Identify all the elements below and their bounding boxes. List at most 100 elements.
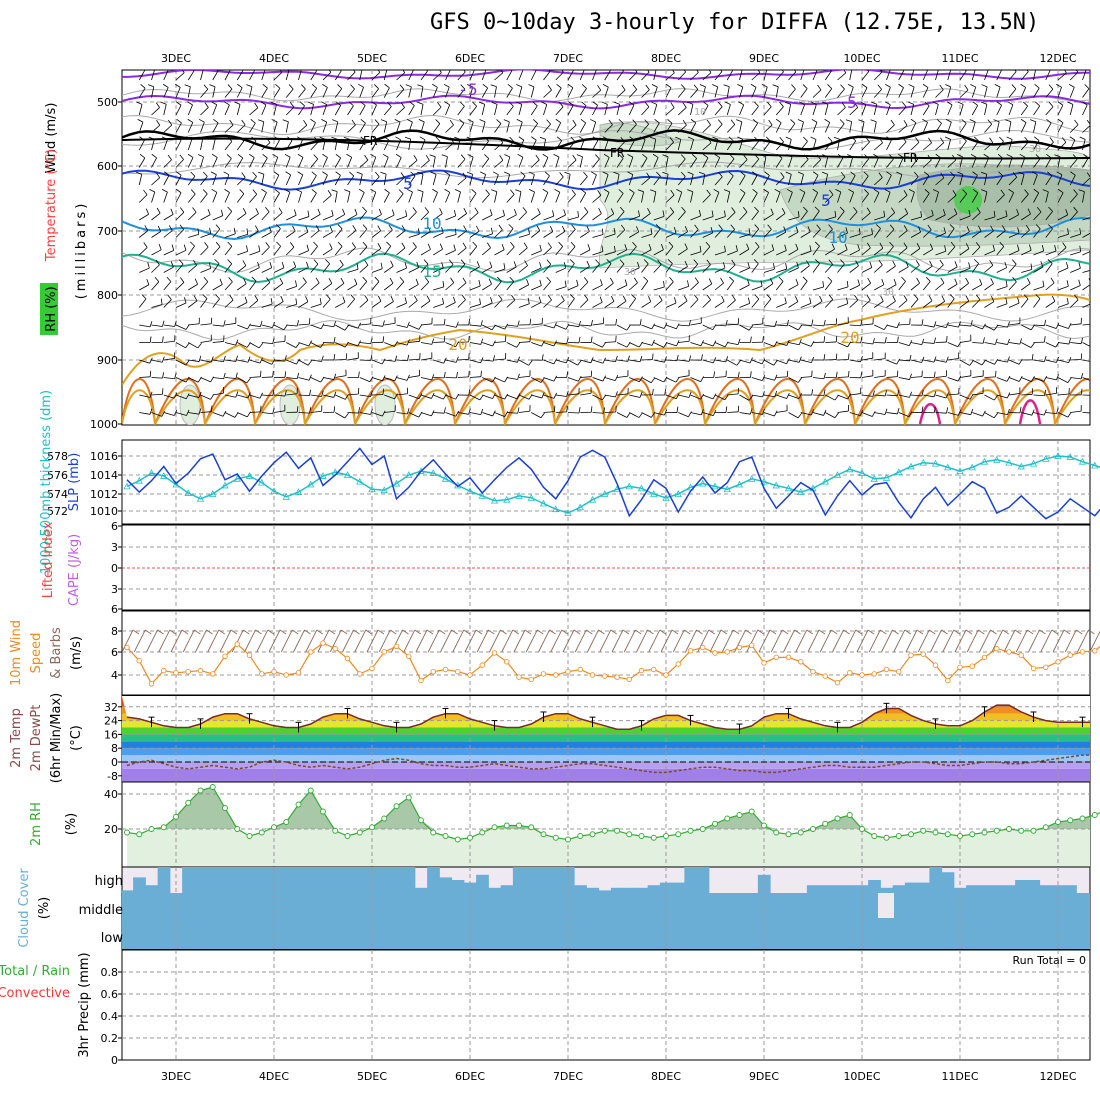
wind-barb xyxy=(959,70,967,81)
wind-barb xyxy=(494,191,498,203)
wind-barb xyxy=(849,393,861,396)
wind-barb-flag xyxy=(795,278,799,285)
wind-barb xyxy=(1033,266,1044,273)
wind-barb xyxy=(763,175,770,186)
wind-barb-flag xyxy=(270,101,277,105)
wind-barb-flag xyxy=(729,276,734,282)
wind-barb xyxy=(359,299,369,308)
wind-barb-flag xyxy=(921,338,925,345)
wind-barb-flag xyxy=(284,188,291,193)
wind-barb-flag xyxy=(297,136,303,141)
wind-barb xyxy=(592,234,604,238)
wind-barb-flag xyxy=(757,70,761,73)
wind-barb-flag xyxy=(151,153,157,159)
wind-barb xyxy=(555,394,567,397)
wind-barb xyxy=(138,157,146,168)
wind-barb-flag xyxy=(972,101,978,106)
wind-barb-flag xyxy=(881,278,885,285)
wind-barb xyxy=(861,375,873,378)
wind-barb xyxy=(408,233,420,238)
wind-barb xyxy=(335,375,347,378)
wind-barb-flag xyxy=(136,101,143,105)
wind-barb-flag xyxy=(315,70,317,72)
rh2m-point xyxy=(503,822,510,829)
wind-barb-flag xyxy=(878,259,883,266)
wind-barb-flag xyxy=(284,67,290,69)
wind-barb xyxy=(224,158,232,168)
wind10-point xyxy=(418,677,424,684)
wind10-point xyxy=(185,669,191,675)
wind-barb xyxy=(285,70,290,81)
wind-barb-flag xyxy=(1064,70,1067,74)
wind-barb-flag xyxy=(786,339,790,346)
wind-barb xyxy=(959,324,971,327)
wind-barb xyxy=(959,412,971,416)
wind-barb xyxy=(200,122,205,133)
wind-barb-flag xyxy=(444,171,450,176)
wind-barb-flag xyxy=(822,154,828,158)
wind-barb-flag xyxy=(315,225,320,231)
wind10-barb-flag xyxy=(659,629,666,635)
wind-barb xyxy=(1095,177,1100,185)
cloud-high-bar xyxy=(941,872,955,893)
wind-barb-flag xyxy=(274,188,280,194)
wind-barb-flag xyxy=(702,153,709,159)
wind10-barb xyxy=(244,629,256,653)
wind-barb-flag xyxy=(688,355,692,362)
wind-barb xyxy=(261,231,272,238)
wind-barb xyxy=(812,300,823,308)
wind-barb xyxy=(727,323,739,326)
wind-barb-flag xyxy=(795,296,799,302)
wind-barb xyxy=(298,377,310,381)
wind-barb-flag xyxy=(1057,118,1064,124)
wind-barb xyxy=(592,213,602,221)
wind-barb-flag xyxy=(968,262,971,269)
wind-barb xyxy=(506,228,514,238)
wind-barb-flag xyxy=(364,294,369,301)
wind-barb xyxy=(1095,122,1098,132)
wind-barb xyxy=(518,191,522,203)
wind-barb-flag xyxy=(841,102,846,108)
rh2m-point xyxy=(638,833,645,839)
wind-barb xyxy=(984,230,994,238)
thickness-line-point xyxy=(429,469,437,476)
wind-barb-flag xyxy=(1067,101,1074,105)
wind-barb-flag xyxy=(737,371,740,378)
wind-barb xyxy=(690,342,702,347)
wind-barb xyxy=(212,377,224,380)
wind-barb xyxy=(1057,377,1068,383)
wind-barb xyxy=(494,86,497,98)
wind-barb xyxy=(996,246,1005,256)
wind-barb-flag xyxy=(1030,324,1035,331)
wind-barb xyxy=(861,141,870,151)
wind-barb-flag xyxy=(279,70,283,73)
wind-barb xyxy=(665,359,678,362)
wind-barb-flag xyxy=(810,136,817,140)
wind-barb-flag xyxy=(207,208,211,215)
wind-barb-flag xyxy=(684,243,688,250)
wind-barb-flag xyxy=(748,395,754,401)
wind-barb xyxy=(849,175,856,186)
wind-barb xyxy=(1045,250,1057,256)
wind-barb-flag xyxy=(797,377,803,383)
wind-barb xyxy=(359,140,366,151)
wind-barb-flag xyxy=(370,354,373,361)
wind-barb xyxy=(678,248,688,256)
wind-barb-flag xyxy=(1048,224,1053,230)
wind-barb xyxy=(567,194,576,203)
wind-barb xyxy=(947,283,958,291)
wind-barb xyxy=(200,214,211,221)
wind-barb-flag xyxy=(925,276,931,282)
wind-barb xyxy=(543,192,549,203)
wind-barb xyxy=(481,121,486,133)
wind-barb xyxy=(1057,174,1063,186)
wind-barb-flag xyxy=(855,260,859,267)
wind-barb-flag xyxy=(590,171,597,176)
thickness-tick-label: 578 xyxy=(47,450,68,463)
wind-barb-flag xyxy=(619,206,625,212)
wind-barb-flag xyxy=(388,224,393,231)
wind-barb xyxy=(959,215,971,221)
wind-barb-flag xyxy=(647,207,651,214)
wind-barb-flag xyxy=(962,189,968,195)
wind-barb-flag xyxy=(621,84,626,91)
